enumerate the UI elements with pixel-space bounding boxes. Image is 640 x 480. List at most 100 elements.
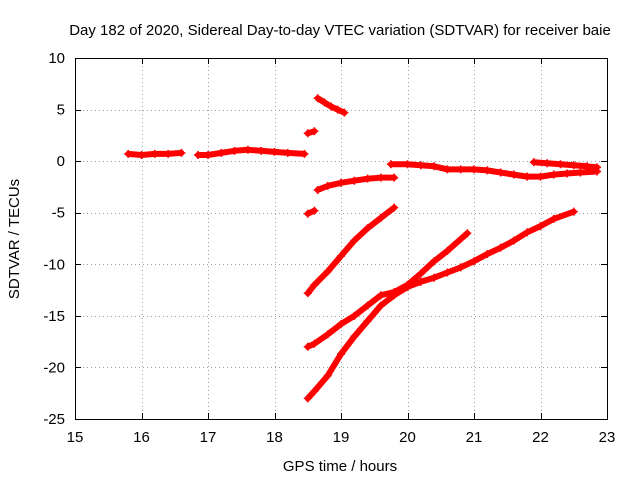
data-point	[470, 257, 478, 266]
x-tick-label: 15	[67, 429, 84, 446]
data-point	[529, 158, 538, 167]
x-tick-label: 21	[466, 429, 483, 446]
data-point	[327, 102, 336, 111]
data-point	[376, 213, 385, 222]
x-tick-label: 20	[399, 429, 416, 446]
y-tick-label: -5	[52, 205, 65, 222]
data-point	[416, 277, 425, 286]
data-point	[523, 228, 532, 237]
data-point	[323, 181, 332, 190]
data-point	[556, 160, 565, 169]
x-tick-label: 17	[200, 429, 217, 446]
data-point	[463, 229, 472, 238]
data-point	[483, 166, 492, 175]
data-point	[583, 162, 592, 171]
series-trace	[304, 208, 577, 402]
data-point	[390, 203, 399, 212]
data-point	[390, 291, 399, 300]
axes: 15 16 17 18 19 20 21 22 23 -25 -20 -15 -10 -5 0 5 10	[43, 50, 615, 446]
data-point	[310, 387, 319, 396]
data-point	[536, 172, 545, 181]
data-point	[549, 214, 558, 223]
data-point	[337, 320, 345, 329]
data-point	[363, 301, 372, 310]
data-point	[303, 129, 312, 138]
series-arc-6	[313, 173, 399, 195]
data-point	[390, 173, 399, 182]
data-point	[496, 243, 505, 252]
data-point	[333, 105, 342, 114]
data-point	[593, 163, 602, 172]
data-point	[137, 150, 146, 159]
data-point	[257, 146, 266, 155]
data-point	[323, 371, 332, 380]
grid	[75, 58, 607, 419]
data-point	[310, 127, 319, 136]
data-point	[363, 317, 372, 326]
data-point	[569, 161, 578, 170]
series-arc-11	[303, 207, 578, 403]
y-tick-label: 10	[48, 50, 65, 67]
series-trace	[304, 204, 398, 297]
data-point	[543, 159, 552, 168]
data-point	[337, 350, 345, 359]
data-point	[300, 149, 309, 158]
data-point	[403, 282, 412, 291]
data-point	[549, 170, 558, 179]
series-arc-3	[303, 127, 319, 138]
series-arc-9	[303, 203, 399, 298]
data-point	[496, 168, 505, 177]
series-trace	[304, 230, 471, 350]
y-tick-label: -10	[43, 256, 65, 273]
data-point	[350, 332, 359, 341]
data-point	[350, 176, 359, 185]
data-point	[376, 173, 385, 182]
data-point	[363, 174, 372, 183]
data-point	[470, 165, 478, 174]
data-point	[509, 236, 518, 245]
plot-frame	[75, 58, 608, 420]
data-point	[340, 108, 349, 117]
data-point	[323, 330, 332, 339]
data-point	[443, 165, 452, 174]
data-point	[430, 257, 439, 266]
data-point	[456, 263, 465, 272]
data-point	[204, 150, 212, 159]
data-point	[337, 178, 345, 187]
data-point	[443, 268, 452, 277]
series-trace	[314, 174, 398, 193]
data-point	[350, 311, 359, 320]
series-arc-10	[303, 229, 472, 351]
data-point	[310, 280, 319, 289]
data-point	[310, 206, 319, 215]
data-point	[563, 169, 572, 178]
series-arc-1	[124, 148, 186, 159]
data-point	[416, 161, 425, 170]
x-tick-label: 16	[133, 429, 150, 446]
data-point	[536, 222, 545, 231]
data-point	[430, 162, 439, 171]
data-point	[350, 236, 359, 245]
x-tick-label: 18	[266, 429, 283, 446]
data-point	[576, 168, 585, 177]
data-point	[323, 267, 332, 276]
data-point	[386, 160, 395, 169]
y-tick-label: -15	[43, 308, 65, 325]
data-point	[456, 165, 465, 174]
data-point	[363, 224, 372, 233]
data-point	[523, 172, 532, 181]
data-point	[483, 249, 492, 258]
data-point	[230, 146, 239, 155]
chart-title: Day 182 of 2020, Sidereal Day-to-day VTE…	[69, 22, 611, 39]
data-series	[124, 94, 602, 403]
data-point	[430, 273, 439, 282]
series-arc-5	[303, 206, 319, 218]
data-point	[569, 207, 578, 216]
data-point	[403, 160, 412, 169]
series-arc-4	[313, 94, 349, 117]
data-point	[150, 149, 159, 158]
y-tick-label: -25	[43, 411, 65, 428]
series-arc-2	[194, 145, 309, 159]
x-axis-label: GPS time / hours	[283, 458, 397, 475]
data-point	[243, 145, 252, 154]
